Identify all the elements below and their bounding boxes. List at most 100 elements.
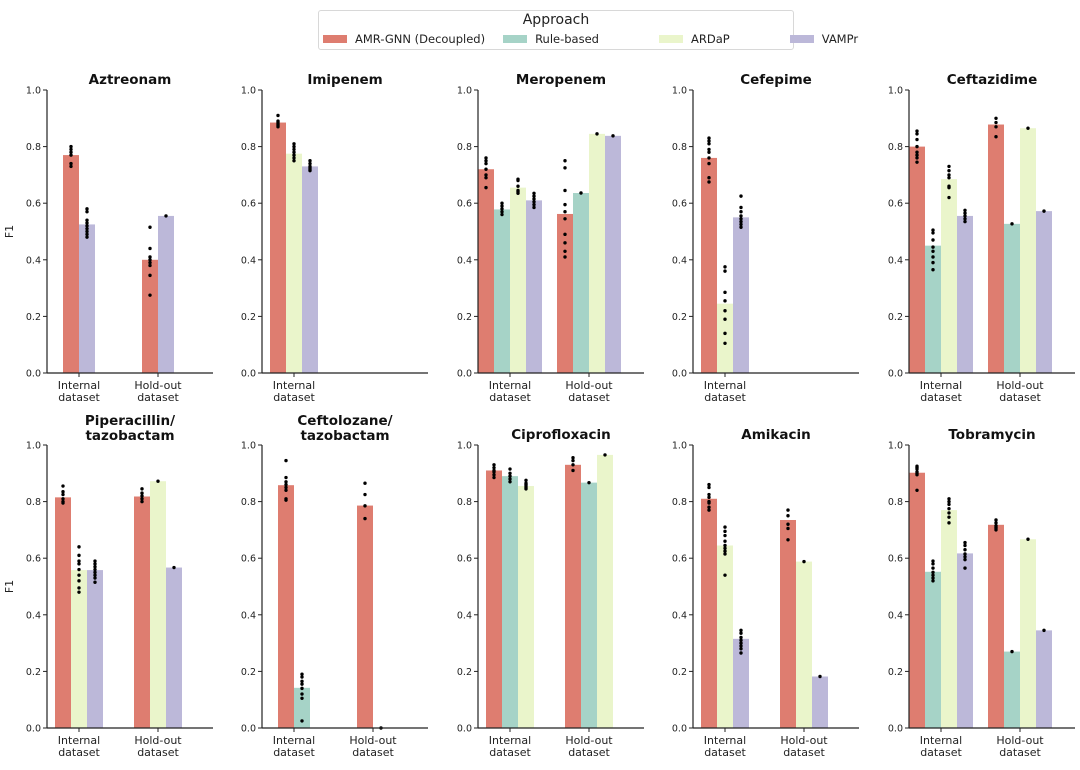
data-point <box>300 672 304 676</box>
data-point <box>739 638 743 642</box>
x-tick-label: dataset <box>999 391 1041 404</box>
data-point <box>739 225 743 229</box>
bar <box>142 259 158 373</box>
data-point <box>723 539 727 543</box>
bar <box>988 524 1004 728</box>
panel-title: Tobramycin <box>948 427 1035 443</box>
y-tick-label: 0.8 <box>26 142 41 153</box>
data-point <box>148 255 152 259</box>
data-point <box>148 246 152 251</box>
x-tick-label: Internal <box>273 734 315 747</box>
bar <box>278 485 294 728</box>
data-point <box>93 559 97 563</box>
x-tick-label: Internal <box>489 379 531 392</box>
y-tick-label: 0.0 <box>241 724 256 735</box>
data-point <box>532 200 536 204</box>
y-tick-label: 1.0 <box>672 86 687 97</box>
y-tick-label: 1.0 <box>26 86 41 97</box>
x-tick-label: dataset <box>489 746 531 759</box>
bar <box>158 215 174 373</box>
bar <box>957 215 973 373</box>
data-point <box>140 491 144 495</box>
data-point <box>563 188 567 193</box>
y-tick-label: 0.2 <box>26 312 41 323</box>
bar <box>294 687 310 728</box>
data-point <box>571 456 575 460</box>
data-point <box>492 473 496 477</box>
data-point <box>1026 537 1030 541</box>
data-point <box>915 150 919 154</box>
data-point <box>915 488 919 492</box>
data-point <box>739 631 743 635</box>
x-tick-label: Internal <box>58 734 100 747</box>
bar <box>909 146 925 373</box>
x-tick-label: Hold-out <box>134 379 182 392</box>
data-point <box>723 331 727 336</box>
bar <box>510 187 526 373</box>
legend: Approach AMR-GNN (Decoupled) Rule-based … <box>318 10 858 50</box>
bar <box>941 510 957 728</box>
data-point <box>140 499 144 504</box>
data-point <box>484 159 488 163</box>
y-tick-label: 1.0 <box>888 441 903 452</box>
x-tick-label: Internal <box>920 379 962 392</box>
y-tick-label: 0.4 <box>672 255 687 266</box>
x-tick-label: Internal <box>704 734 746 747</box>
data-point <box>77 562 81 566</box>
data-point <box>140 497 144 501</box>
bar <box>79 224 95 373</box>
data-point <box>77 573 81 577</box>
data-point <box>963 548 967 552</box>
data-point <box>707 139 711 143</box>
data-point <box>963 217 967 221</box>
bar <box>941 179 957 373</box>
bar <box>988 124 1004 373</box>
bar <box>55 497 71 728</box>
bar <box>780 519 796 728</box>
data-point <box>963 557 967 562</box>
data-point <box>579 191 583 195</box>
data-point <box>723 543 727 548</box>
bar <box>605 135 621 373</box>
data-point <box>508 467 512 471</box>
data-point <box>93 562 97 566</box>
data-point <box>786 522 790 526</box>
data-point <box>947 506 951 511</box>
y-tick-label: 0.0 <box>457 369 472 380</box>
data-point <box>516 184 520 188</box>
data-point <box>786 538 790 542</box>
x-tick-label: dataset <box>58 391 100 404</box>
panel-title: Ceftazidime <box>947 72 1038 88</box>
data-point <box>563 159 567 163</box>
data-point <box>363 516 367 521</box>
y-tick-label: 1.0 <box>241 441 256 452</box>
data-point <box>292 144 296 149</box>
data-point <box>61 501 65 505</box>
y-tick-label: 0.4 <box>457 255 472 266</box>
data-point <box>69 164 73 169</box>
data-point <box>85 232 89 237</box>
data-point <box>508 474 512 478</box>
y-tick-label: 0.2 <box>26 667 41 678</box>
x-tick-label: Hold-out <box>565 379 613 392</box>
data-point <box>140 487 144 491</box>
data-point <box>276 125 280 129</box>
data-point <box>524 478 528 483</box>
x-tick-label: dataset <box>568 391 610 404</box>
y-tick-label: 0.2 <box>457 312 472 323</box>
bar <box>565 464 581 728</box>
y-tick-label: 0.6 <box>26 554 41 565</box>
data-point <box>963 214 967 218</box>
data-point <box>723 533 727 538</box>
y-tick-label: 0.2 <box>672 312 687 323</box>
legend-swatch-ardap <box>658 35 683 43</box>
data-point <box>77 567 81 572</box>
legend-label: ARDaP <box>690 32 730 46</box>
data-point <box>947 497 951 501</box>
data-point <box>61 489 65 494</box>
data-point <box>61 492 65 497</box>
y-tick-label: 0.8 <box>241 142 256 153</box>
y-tick-label: 0.8 <box>457 497 472 508</box>
bar <box>557 213 573 373</box>
